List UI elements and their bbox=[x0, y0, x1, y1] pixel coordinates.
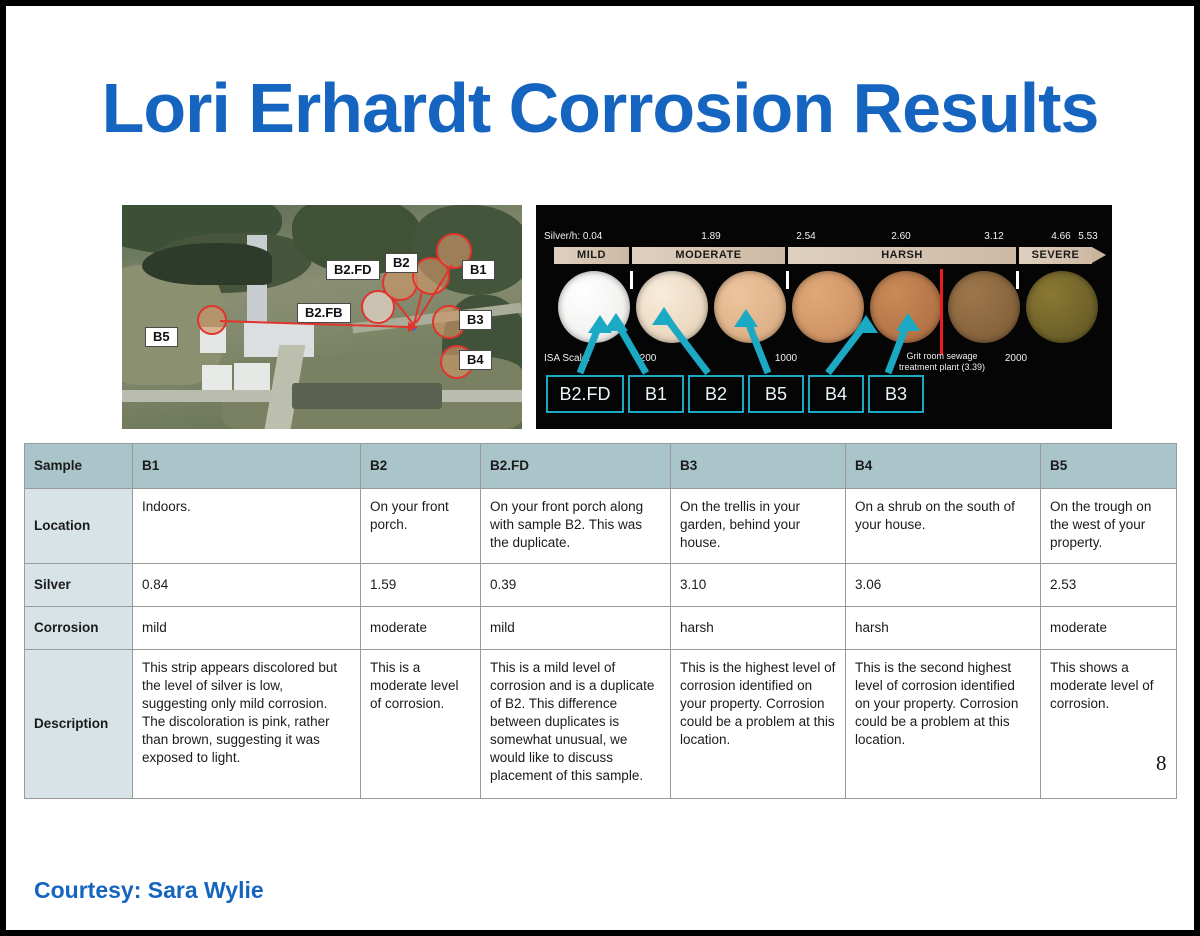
cell-silver-b3: 3.10 bbox=[670, 563, 846, 607]
grit-room-marker bbox=[940, 269, 943, 355]
band-arrow-icon bbox=[1092, 247, 1106, 263]
row-label-location: Location bbox=[24, 488, 133, 564]
cell-corrosion-b2fd: mild bbox=[480, 606, 671, 650]
cell-corrosion-b2: moderate bbox=[360, 606, 481, 650]
cell-location-b4: On a shrub on the south of your house. bbox=[845, 488, 1041, 564]
scale-tag-b2: B2 bbox=[688, 375, 744, 413]
cell-corrosion-b3: harsh bbox=[670, 606, 846, 650]
silver-axis-label: Silver/h: 0.04 bbox=[544, 231, 603, 242]
table-row-silver: Silver 0.84 1.59 0.39 3.10 3.06 2.53 bbox=[24, 563, 1177, 607]
page-number: 8 bbox=[1156, 751, 1167, 775]
page-title: Lori Erhardt Corrosion Results bbox=[101, 69, 1100, 147]
row-label-corrosion: Corrosion bbox=[24, 606, 133, 650]
scale-tag-b4: B4 bbox=[808, 375, 864, 413]
cell-silver-b2fd: 0.39 bbox=[480, 563, 671, 607]
slide: Lori Erhardt Corrosion Results bbox=[6, 6, 1194, 930]
scale-tag-b5: B5 bbox=[748, 375, 804, 413]
courtesy-credit: Courtesy: Sara Wylie bbox=[34, 877, 264, 903]
map-connector-arrows bbox=[219, 264, 453, 332]
column-header-b2fd: B2.FD bbox=[480, 443, 671, 489]
scale-tick-6: 5.53 bbox=[1078, 231, 1098, 242]
column-header-sample: Sample bbox=[24, 443, 133, 489]
cell-description-b1: This strip appears discolored but the le… bbox=[132, 649, 361, 799]
map-label-b2: B2 bbox=[385, 253, 418, 273]
cell-location-b2fd: On your front porch along with sample B2… bbox=[480, 488, 671, 564]
scale-tag-b2fd: B2.FD bbox=[546, 375, 624, 413]
map-site-marker bbox=[412, 257, 450, 295]
isa-scale-label: ISA Scale: bbox=[544, 353, 591, 364]
band-severe: SEVERE bbox=[1019, 247, 1092, 264]
cell-silver-b1: 0.84 bbox=[132, 563, 361, 607]
column-header-b3: B3 bbox=[670, 443, 846, 489]
scale-divider bbox=[786, 271, 789, 289]
row-label-silver: Silver bbox=[24, 563, 133, 607]
map-site-marker bbox=[197, 305, 227, 335]
row-label-description: Description bbox=[24, 649, 133, 799]
map-label-b1: B1 bbox=[462, 260, 495, 280]
corrosion-results-table: Sample B1 B2 B2.FD B3 B4 B5 Location Ind… bbox=[24, 443, 1177, 799]
band-harsh: HARSH bbox=[788, 247, 1016, 264]
cell-description-b4: This is the second highest level of corr… bbox=[845, 649, 1041, 799]
cell-silver-b2: 1.59 bbox=[360, 563, 481, 607]
band-mild: MILD bbox=[554, 247, 629, 264]
cell-location-b2: On your front porch. bbox=[360, 488, 481, 564]
scale-divider bbox=[630, 271, 633, 289]
cell-description-b3: This is the highest level of corrosion i… bbox=[670, 649, 846, 799]
table-header-row: Sample B1 B2 B2.FD B3 B4 B5 bbox=[24, 443, 1177, 489]
sample-pointer-arrows bbox=[576, 307, 920, 376]
column-header-b2: B2 bbox=[360, 443, 481, 489]
cell-corrosion-b4: harsh bbox=[845, 606, 1041, 650]
scale-tick-2: 2.54 bbox=[796, 231, 816, 242]
isa-value-1000: 1000 bbox=[774, 353, 798, 364]
table-row-corrosion: Corrosion mild moderate mild harsh harsh… bbox=[24, 606, 1177, 650]
map-label-b2fb: B2.FB bbox=[297, 303, 351, 323]
scale-tick-4: 3.12 bbox=[984, 231, 1004, 242]
cell-location-b1: Indoors. bbox=[132, 488, 361, 564]
map-label-b5: B5 bbox=[145, 327, 178, 347]
scale-tag-b3: B3 bbox=[868, 375, 924, 413]
scale-tick-3: 2.60 bbox=[891, 231, 911, 242]
isa-value-200: 200 bbox=[639, 353, 657, 364]
scale-tag-b1: B1 bbox=[628, 375, 684, 413]
scale-divider bbox=[1016, 271, 1019, 289]
cell-description-b5: This shows a moderate level of corrosion… bbox=[1040, 649, 1177, 799]
corrosion-scale-panel: Silver/h: 0.04 1.89 2.54 2.60 3.12 4.66 … bbox=[536, 205, 1112, 429]
cell-silver-b4: 3.06 bbox=[845, 563, 1041, 607]
column-header-b1: B1 bbox=[132, 443, 361, 489]
column-header-b5: B5 bbox=[1040, 443, 1177, 489]
table-row-location: Location Indoors. On your front porch. O… bbox=[24, 488, 1177, 564]
corrosion-disc-4 bbox=[792, 271, 864, 343]
map-label-b2fd: B2.FD bbox=[326, 260, 380, 280]
cell-description-b2: This is a moderate level of corrosion. bbox=[360, 649, 481, 799]
map-label-b3: B3 bbox=[459, 310, 492, 330]
isa-value-2000: 2000 bbox=[1004, 353, 1028, 364]
corrosion-disc-6 bbox=[948, 271, 1020, 343]
grit-room-note: Grit room sewage treatment plant (3.39) bbox=[898, 351, 986, 372]
cell-location-b5: On the trough on the west of your proper… bbox=[1040, 488, 1177, 564]
scale-tick-1: 1.89 bbox=[701, 231, 721, 242]
scale-tick-5: 4.66 bbox=[1051, 231, 1071, 242]
column-header-b4: B4 bbox=[845, 443, 1041, 489]
corrosion-disc-7 bbox=[1026, 271, 1098, 343]
cell-corrosion-b5: moderate bbox=[1040, 606, 1177, 650]
table-row-description: Description This strip appears discolore… bbox=[24, 649, 1177, 799]
cell-description-b2fd: This is a mild level of corrosion and is… bbox=[480, 649, 671, 799]
cell-location-b3: On the trellis in your garden, behind yo… bbox=[670, 488, 846, 564]
cell-silver-b5: 2.53 bbox=[1040, 563, 1177, 607]
band-moderate: MODERATE bbox=[632, 247, 785, 264]
aerial-site-map: B2.FD B2 B1 B2.FB B3 B4 B5 bbox=[122, 205, 522, 429]
cell-corrosion-b1: mild bbox=[132, 606, 361, 650]
map-label-b4: B4 bbox=[459, 350, 492, 370]
